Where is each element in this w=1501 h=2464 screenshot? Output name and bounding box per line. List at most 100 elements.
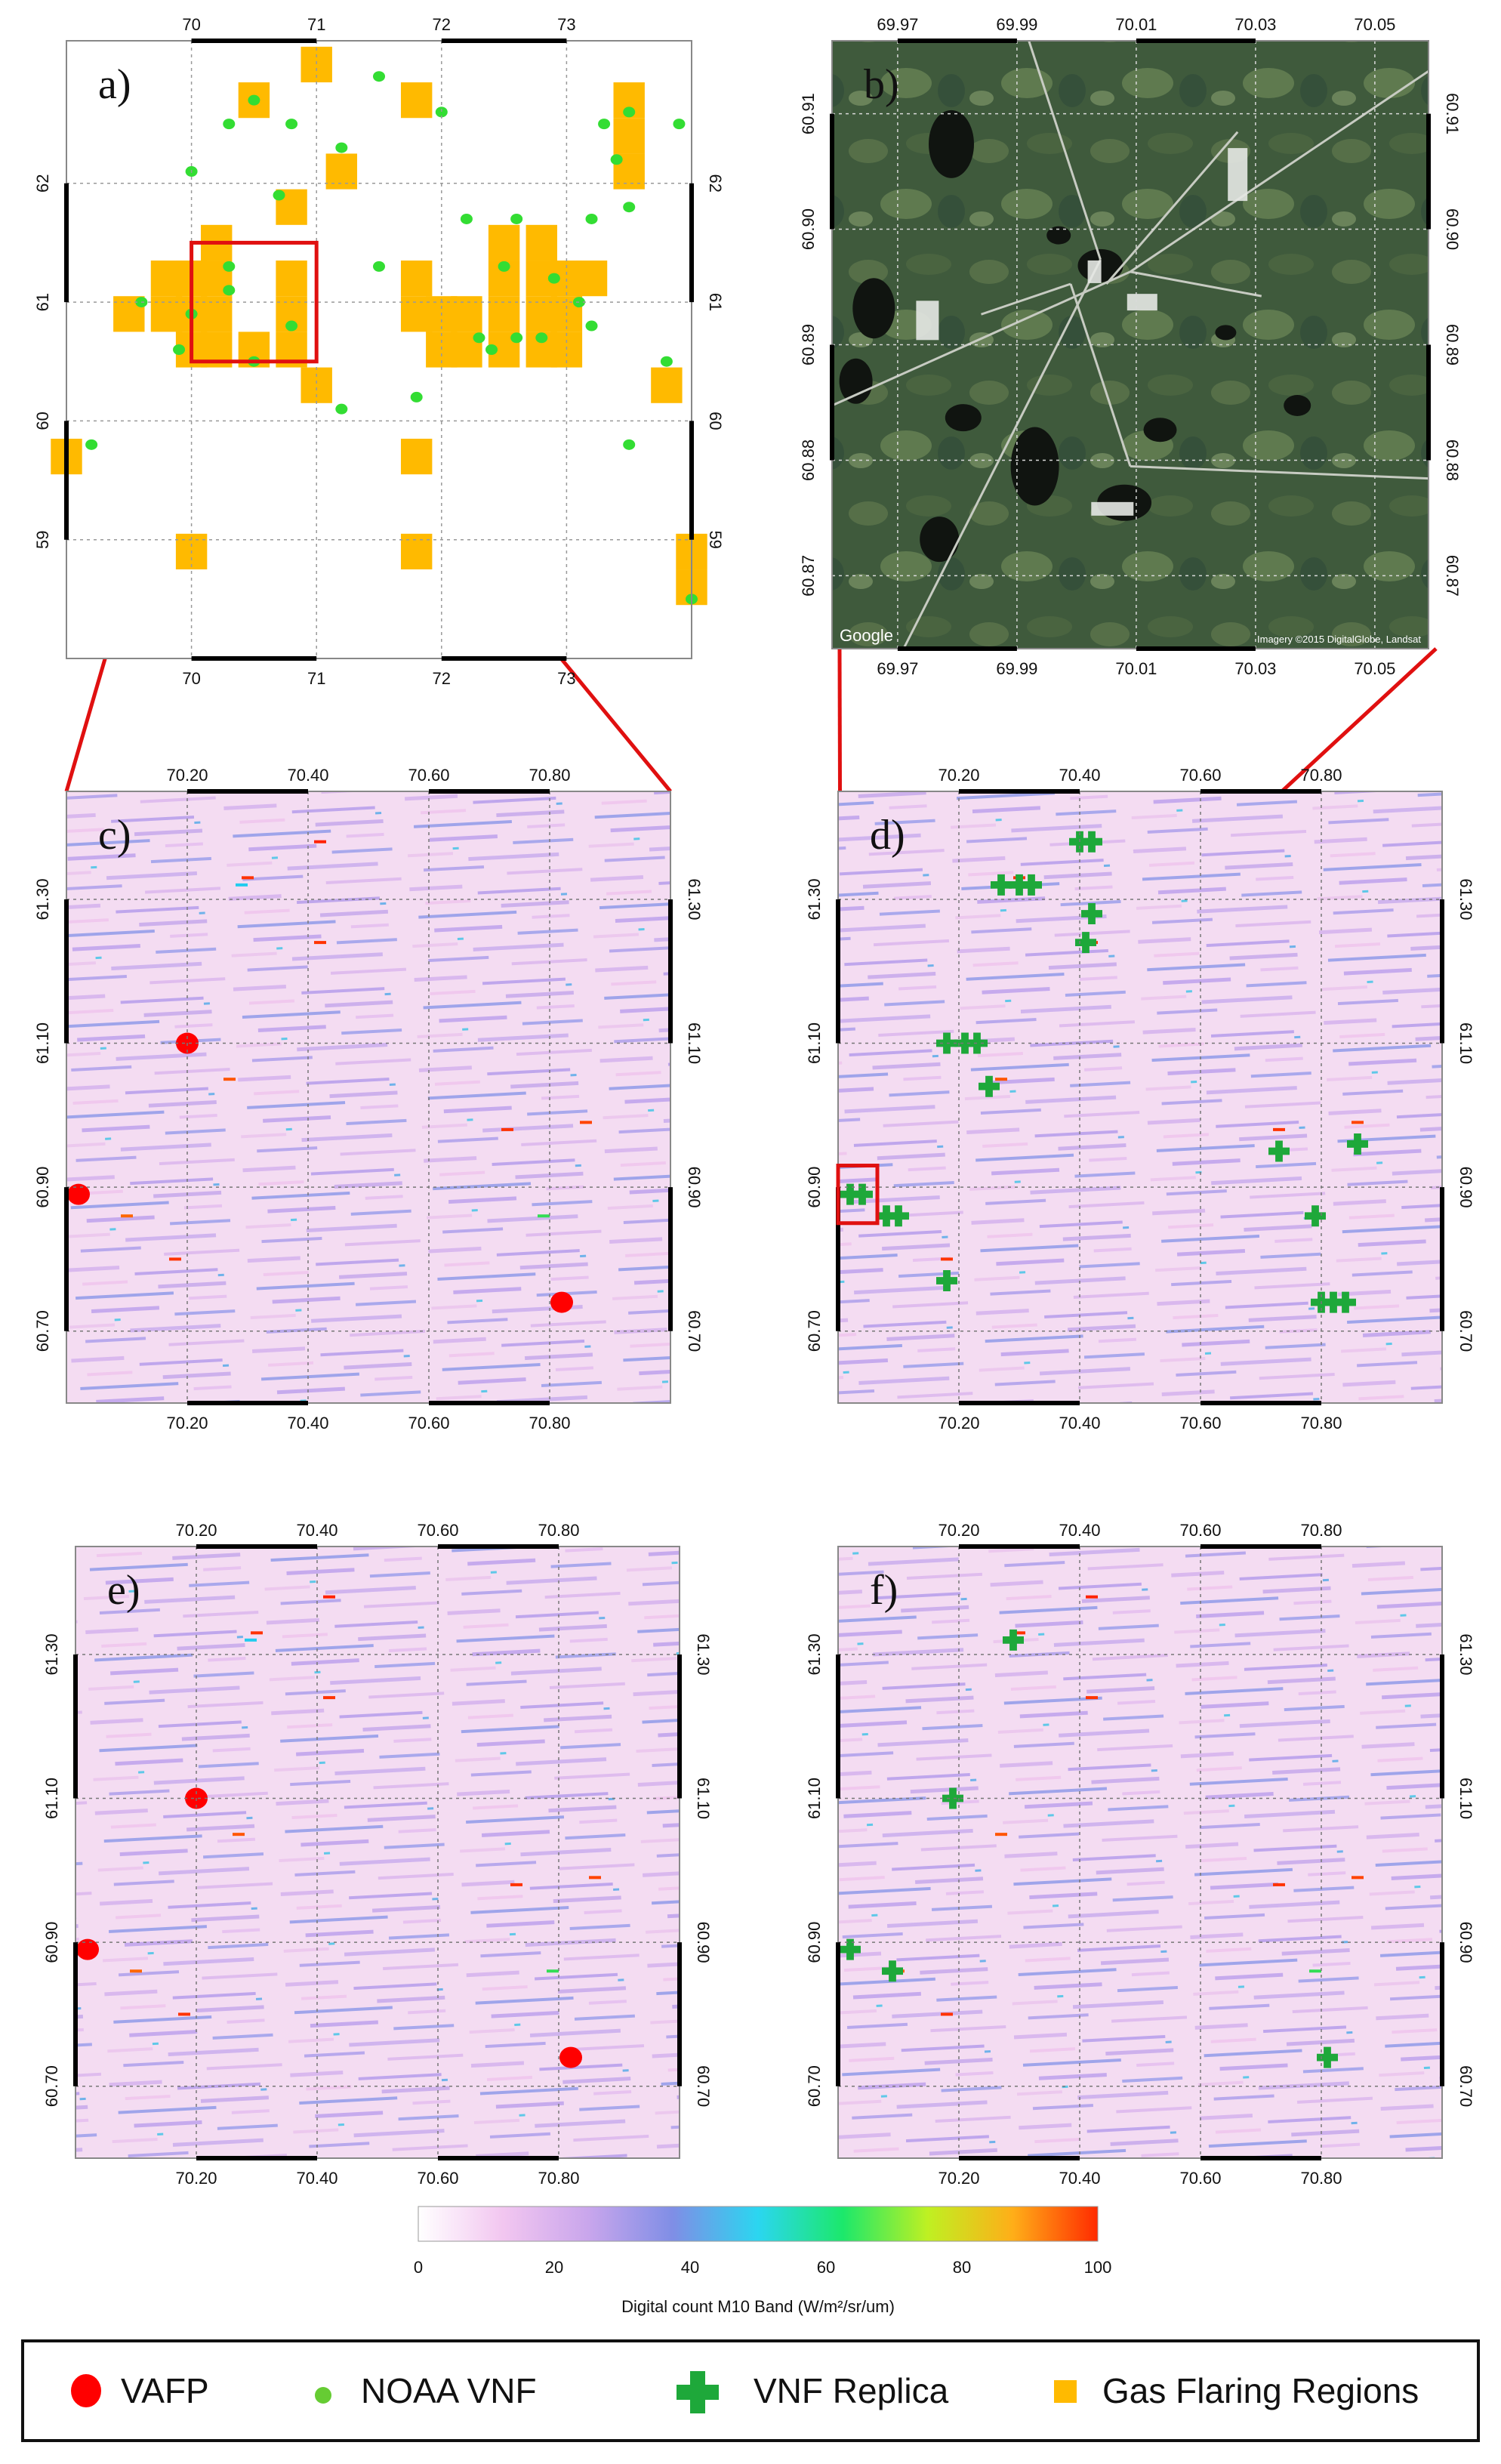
hot-pixel [242,876,254,880]
vnf-replica-point [1021,874,1042,896]
colorbar-tick-label: 40 [681,2258,699,2277]
lake [1215,325,1237,341]
lake [852,278,895,339]
gas-flaring-cell [613,118,645,154]
hot-pixel [1013,1631,1025,1635]
hot-pixel [941,2012,953,2016]
y-tick-label-left: 60.70 [33,1310,52,1352]
hot-pixel [323,1595,335,1599]
x-tick-label-bottom: 70.40 [287,1414,328,1432]
noaa-vnf-point [535,332,548,344]
road [902,259,1102,649]
panel-label: f) [870,1567,898,1614]
zoom-box [836,1164,880,1226]
noaa-vnf-point [673,119,686,130]
road [1028,40,1102,261]
y-tick-label-right: 61.10 [1456,1022,1475,1064]
noaa-vnf-point [85,439,98,450]
y-tick-label-right: 60.90 [1456,1167,1475,1208]
legend-box [21,2339,1480,2442]
panel-label: b) [864,61,899,108]
lake [945,404,982,432]
x-tick-label-top: 70.40 [287,766,328,785]
y-tick-label-right: 60.70 [1456,1310,1475,1352]
y-tick-label-right: 61.30 [1456,1633,1475,1675]
gas-flaring-cell [488,296,520,332]
x-tick-label-top: 70.40 [296,1521,337,1540]
legend-symbol-noaa-vnf [315,2387,331,2404]
road [981,282,1071,316]
hot-pixel [130,1969,142,1973]
y-tick-label-right: 60.90 [685,1167,704,1208]
x-tick-label-top: 69.99 [996,15,1037,34]
x-tick-label-top: 73 [557,15,575,34]
plot-frame [66,791,671,1404]
y-tick-label-right: 61.30 [685,878,704,920]
hot-pixel [1086,1595,1098,1599]
legend-label-vafp: VAFP [121,2371,209,2410]
hot-pixel [1086,1696,1098,1700]
vafp-point [550,1291,573,1313]
y-tick-label-right: 61.10 [1456,1778,1475,1819]
hot-pixel [323,1696,335,1700]
vnf-replica-point [882,1960,903,1982]
x-tick-label-top: 70.60 [408,766,449,785]
hot-pixel [233,1833,245,1836]
y-tick-label-right: 60.90 [1456,1922,1475,1963]
y-tick-label-right: 61.30 [1456,878,1475,920]
x-tick-label-top: 72 [433,15,451,34]
hot-pixel [538,1214,550,1218]
y-tick-label-right: 60.90 [1443,208,1462,250]
vafp-point [559,2046,582,2068]
plot-background [66,41,692,658]
vnf-replica-point [991,874,1012,896]
x-tick-label-top: 70.01 [1115,15,1157,34]
x-tick-label-bottom: 70.60 [1179,1414,1221,1432]
noaa-vnf-point [223,261,236,272]
noaa-vnf-point [248,94,260,106]
y-tick-label-right: 60.70 [694,2065,713,2107]
y-tick-label-left: 61.10 [42,1778,61,1819]
noaa-vnf-point [623,106,636,118]
legend-symbol-gas-flaring [1054,2380,1077,2403]
colorbar-tick-label: 0 [414,2258,423,2277]
colorbar-tick-label: 100 [1084,2258,1112,2277]
colorbar-label: Digital count M10 Band (W/m²/sr/um) [621,2297,895,2316]
hot-pixel [245,1638,257,1642]
plot-frame [75,1546,680,2159]
gas-flaring-cell [276,261,307,297]
y-tick-label-right: 60.70 [1456,2065,1475,2107]
well-pad [1087,260,1102,283]
x-tick-label-top: 71 [307,15,325,34]
x-tick-label-top: 70.20 [166,766,208,785]
x-tick-label-top: 70.80 [529,766,570,785]
vnf-replica-point [852,1183,873,1205]
noaa-vnf-point [473,332,485,344]
vnf-replica-point [979,1075,1000,1097]
noaa-vnf-point [435,106,448,118]
imagery-attribution: Imagery ©2015 DigitalGlobe, Landsat [1257,634,1421,645]
y-tick-label-right: 61.10 [694,1778,713,1819]
colorbar-tick-label: 60 [817,2258,835,2277]
road [1069,283,1132,467]
panel-a: 70 70 71 71 72 72 73 73 62 62 61 61 60 60 59 59 a) [33,15,725,688]
noaa-vnf-point [485,344,498,355]
well-pad [916,301,939,341]
vnf-replica-point [1081,831,1102,853]
plot-frame [837,791,1443,1404]
vafp-point [76,1938,99,1960]
noaa-vnf-point [373,71,385,82]
hot-pixel [510,1883,522,1886]
x-tick-label-top: 70.40 [1059,1521,1100,1540]
hot-pixel [1309,1969,1321,1973]
panel-label: a) [98,61,131,108]
y-tick-label-left: 60.90 [805,1167,824,1208]
lake [1143,418,1177,443]
legend-label-noaa-vnf: NOAA VNF [361,2371,537,2410]
hot-pixel [501,1127,513,1131]
x-tick-label-top: 70.60 [1179,766,1221,785]
m10-band-heatmap [66,791,670,1403]
x-tick-label-bottom: 70.40 [1059,2169,1100,2188]
y-tick-label-left: 60.87 [799,555,818,597]
